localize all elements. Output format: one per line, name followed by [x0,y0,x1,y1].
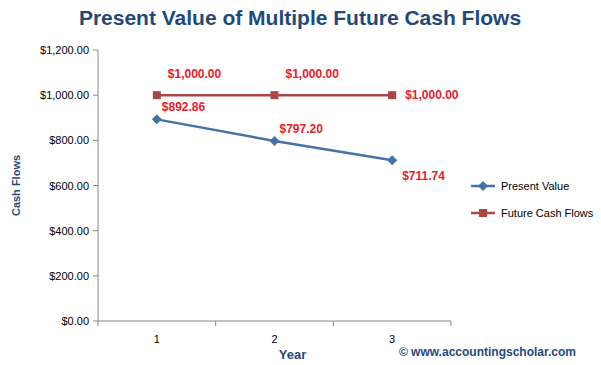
x-tick-label: 2 [271,333,277,345]
x-axis-label: Year [279,347,306,362]
marker [388,91,396,99]
y-tick [93,321,98,322]
y-tick [93,230,98,231]
legend-label: Present Value [501,180,569,192]
y-tick [93,275,98,276]
data-labels: $892.86 $797.20 $711.74 $1,000.00 $1,000.00 $… [162,67,459,183]
data-label: $1,000.00 [286,67,340,81]
y-tick-label: $1,000.00 [40,89,89,101]
legend: Present Value Future Cash Flows [471,180,594,219]
series-line [157,119,392,160]
y-tick [93,140,98,141]
y-tick-label: $800.00 [49,134,89,146]
chart: Present Value of Multiple Future Cash Fl… [0,0,601,365]
plot-area [152,91,397,165]
title: Present Value of Multiple Future Cash Fl… [79,6,521,29]
y-tick [93,50,98,51]
legend-marker [479,209,487,217]
marker [270,136,280,146]
data-label: $711.74 [402,169,445,183]
x-tick [215,321,216,326]
y-tick-label: $200.00 [49,270,89,282]
data-label: $1,000.00 [168,67,222,81]
y-tick [93,185,98,186]
marker [387,155,397,165]
legend-marker [478,181,488,191]
y-tick-label: $0.00 [61,315,89,327]
marker [271,91,279,99]
data-label: $797.20 [280,122,324,136]
y-tick-label: $600.00 [49,180,89,192]
x-tick [333,321,334,326]
y-tick-label: $400.00 [49,225,89,237]
y-axis-label: Cash Flows [10,155,22,216]
x-tick-label: 1 [154,333,160,345]
marker [153,91,161,99]
data-label: $892.86 [162,100,206,114]
data-label: $1,000.00 [405,88,459,102]
annotation: © www.accountingscholar.com [399,345,576,359]
y-tick [93,95,98,96]
x-tick-label: 3 [389,333,395,345]
y-tick-label: $1,200.00 [40,44,89,56]
x-tick [451,321,452,326]
x-tick [98,321,99,326]
x-axis [98,321,451,322]
legend-label: Future Cash Flows [501,207,594,219]
marker [152,114,162,124]
y-axis [98,50,99,321]
